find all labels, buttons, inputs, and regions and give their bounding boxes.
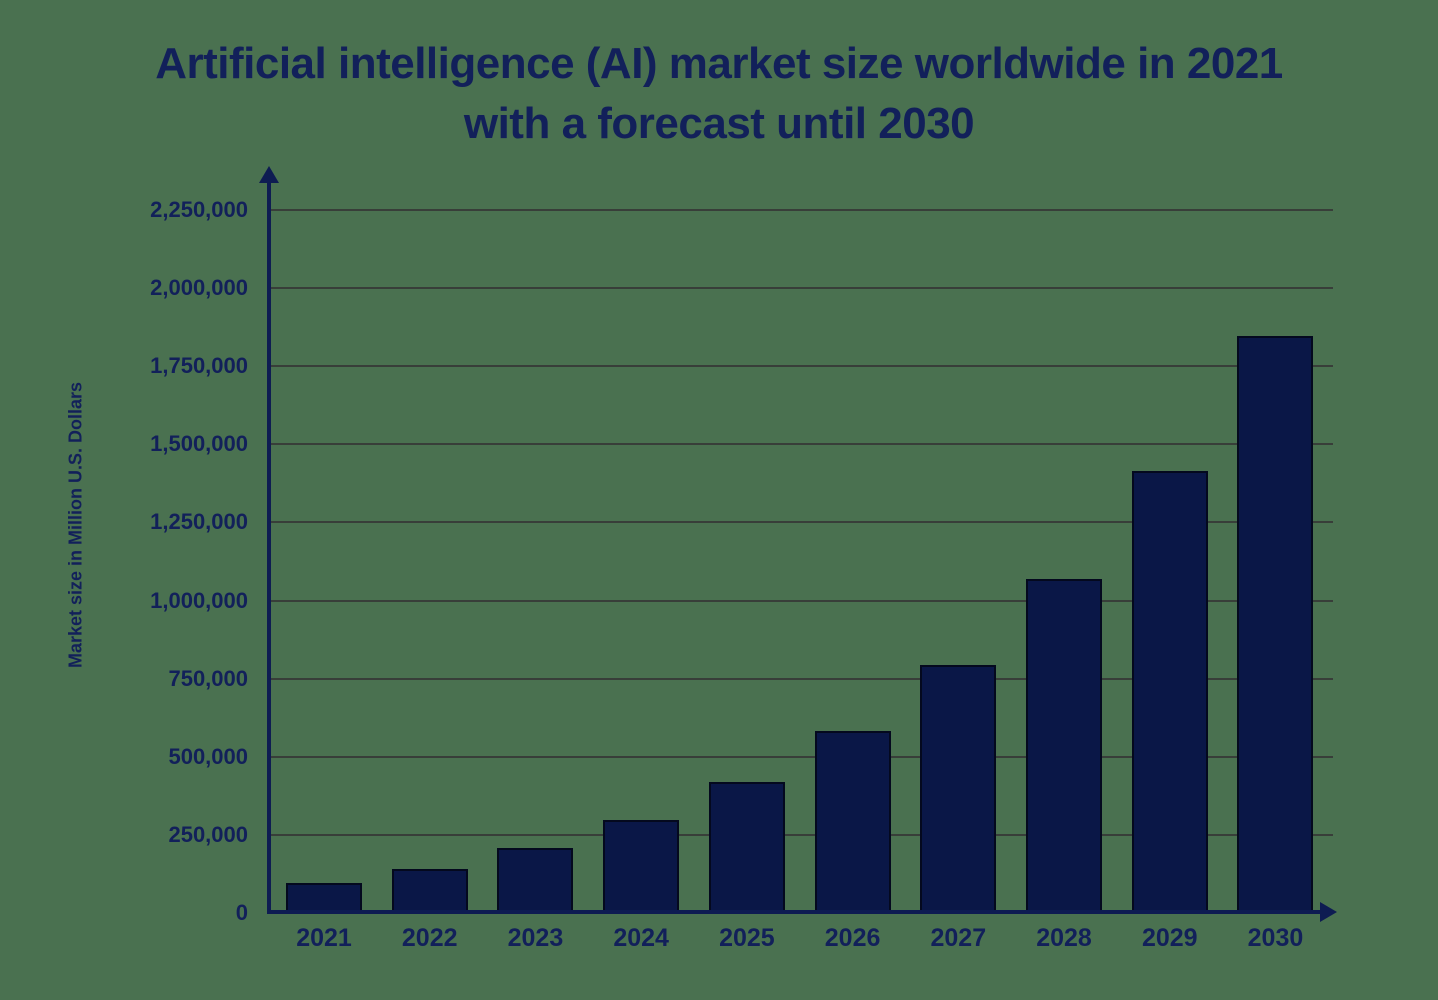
x-tick-label-2023: 2023 — [507, 924, 564, 952]
y-axis-title: Market size in Million U.S. Dollars — [65, 381, 86, 669]
gridline-500000 — [270, 755, 1333, 758]
bar-2023 — [497, 848, 574, 913]
x-axis-line — [267, 910, 1322, 914]
x-tick-label-2029: 2029 — [1141, 924, 1198, 952]
chart-title-line-2: with a forecast until 2030 — [463, 99, 975, 148]
y-tick-label-8: 2,000,000 — [150, 275, 248, 301]
y-tick-label-4: 1,000,000 — [150, 587, 248, 613]
chart-title-line-1: Artificial intelligence (AI) market size… — [155, 39, 1283, 88]
y-tick-label-3: 750,000 — [168, 665, 248, 691]
y-tick-label-7: 1,750,000 — [150, 353, 248, 379]
gridline-1500000 — [270, 443, 1333, 446]
bar-2027 — [920, 664, 997, 913]
gridline-1750000 — [270, 365, 1333, 368]
chart-title: Artificial intelligence (AI) market size… — [0, 34, 1438, 154]
gridline-2000000 — [270, 287, 1333, 290]
bar-2030 — [1237, 335, 1314, 913]
bar-2026 — [814, 730, 891, 913]
x-tick-label-2021: 2021 — [296, 924, 352, 952]
bar-2021 — [286, 883, 362, 913]
y-axis-arrowhead-icon — [259, 166, 279, 183]
bar-2025 — [708, 781, 785, 913]
x-tick-label-2024: 2024 — [613, 924, 669, 952]
x-tick-label-2028: 2028 — [1036, 924, 1092, 952]
bar-2024 — [603, 819, 680, 913]
y-tick-label-2: 500,000 — [168, 743, 248, 769]
x-axis-arrowhead-icon — [1320, 902, 1337, 922]
x-tick-label-2030: 2030 — [1247, 924, 1304, 952]
gridline-1000000 — [270, 599, 1333, 602]
bar-2028 — [1026, 579, 1103, 913]
plot-area — [270, 209, 1333, 913]
y-tick-label-9: 2,250,000 — [150, 197, 248, 222]
bar-2022 — [391, 868, 468, 913]
x-tick-label-2022: 2022 — [401, 924, 458, 952]
y-tick-label-1: 250,000 — [168, 821, 248, 847]
gridline-2250000 — [270, 209, 1333, 211]
y-axis-line — [267, 182, 271, 914]
x-tick-label-2026: 2026 — [824, 924, 881, 952]
x-tick-label-2025: 2025 — [719, 924, 775, 952]
y-tick-label-5: 1,250,000 — [150, 509, 248, 535]
x-tick-label-2027: 2027 — [930, 924, 987, 952]
y-tick-label-6: 1,500,000 — [150, 431, 248, 457]
y-tick-label-0: 0 — [235, 900, 248, 925]
gridline-250000 — [270, 833, 1333, 836]
gridline-750000 — [270, 677, 1333, 680]
gridline-1250000 — [270, 521, 1333, 524]
bar-2029 — [1131, 470, 1208, 913]
